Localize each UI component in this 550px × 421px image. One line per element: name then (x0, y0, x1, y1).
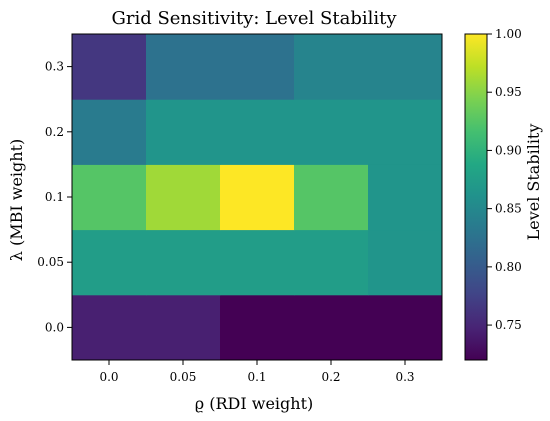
heatmap-cell (220, 229, 295, 296)
y-tick-label: 0.1 (45, 190, 64, 204)
colorbar (464, 33, 488, 361)
heatmap-cell (72, 164, 147, 231)
heatmap-cell (294, 164, 369, 231)
heatmap-cell (220, 99, 295, 165)
heatmap-cell (294, 99, 369, 165)
y-tick-label: 0.05 (37, 255, 64, 269)
heatmap-cells (72, 34, 443, 361)
y-tick-label: 0.3 (45, 60, 64, 74)
heatmap-cell (72, 34, 147, 100)
heatmap-cell (294, 34, 369, 100)
colorbar-tick-label: 0.75 (495, 318, 522, 332)
heatmap-cell (368, 164, 443, 231)
x-tick-label: 0.2 (321, 370, 340, 384)
heatmap-cell (220, 294, 295, 361)
heatmap-cell (146, 34, 221, 100)
colorbar-ticks: 0.75 0.80 0.85 0.90 0.95 1.00 (487, 27, 522, 332)
colorbar-tick-label: 0.90 (495, 143, 522, 157)
heatmap-cell (72, 99, 147, 165)
y-tick-label: 0.2 (45, 125, 64, 139)
heatmap-cell (294, 294, 369, 361)
heatmap-cell (368, 294, 443, 361)
heatmap-cell (72, 229, 147, 296)
x-tick-label: 0.05 (170, 370, 197, 384)
colorbar-tick-label: 0.80 (495, 260, 522, 274)
y-tick-label: 0.0 (45, 320, 64, 334)
colorbar-tick-label: 0.85 (495, 202, 522, 216)
heatmap-cell (368, 99, 443, 165)
heatmap-cell (368, 229, 443, 296)
heatmap-cell (146, 229, 221, 296)
x-axis-ticks: 0.0 0.05 0.1 0.2 0.3 (99, 360, 415, 384)
heatmap-cell (294, 229, 369, 296)
colorbar-tick-label: 0.95 (495, 85, 522, 99)
y-axis-ticks: 0.0 0.05 0.1 0.2 0.3 (37, 60, 72, 334)
heatmap-cell (368, 34, 443, 100)
x-tick-label: 0.1 (247, 370, 266, 384)
x-tick-label: 0.0 (99, 370, 118, 384)
heatmap-cell (220, 164, 295, 231)
x-axis-label: ϱ (RDI weight) (195, 394, 314, 413)
heatmap-cell (72, 294, 147, 361)
y-axis-label: λ (MBI weight) (7, 139, 26, 262)
heatmap-cell (146, 164, 221, 231)
chart-title: Grid Sensitivity: Level Stability (111, 8, 397, 29)
colorbar-label: Level Stability (524, 124, 543, 241)
colorbar-tick-label: 1.00 (495, 27, 522, 41)
heatmap-cell (146, 99, 221, 165)
heatmap-cell (146, 294, 221, 361)
x-tick-label: 0.3 (395, 370, 414, 384)
heatmap-cell (220, 34, 295, 100)
